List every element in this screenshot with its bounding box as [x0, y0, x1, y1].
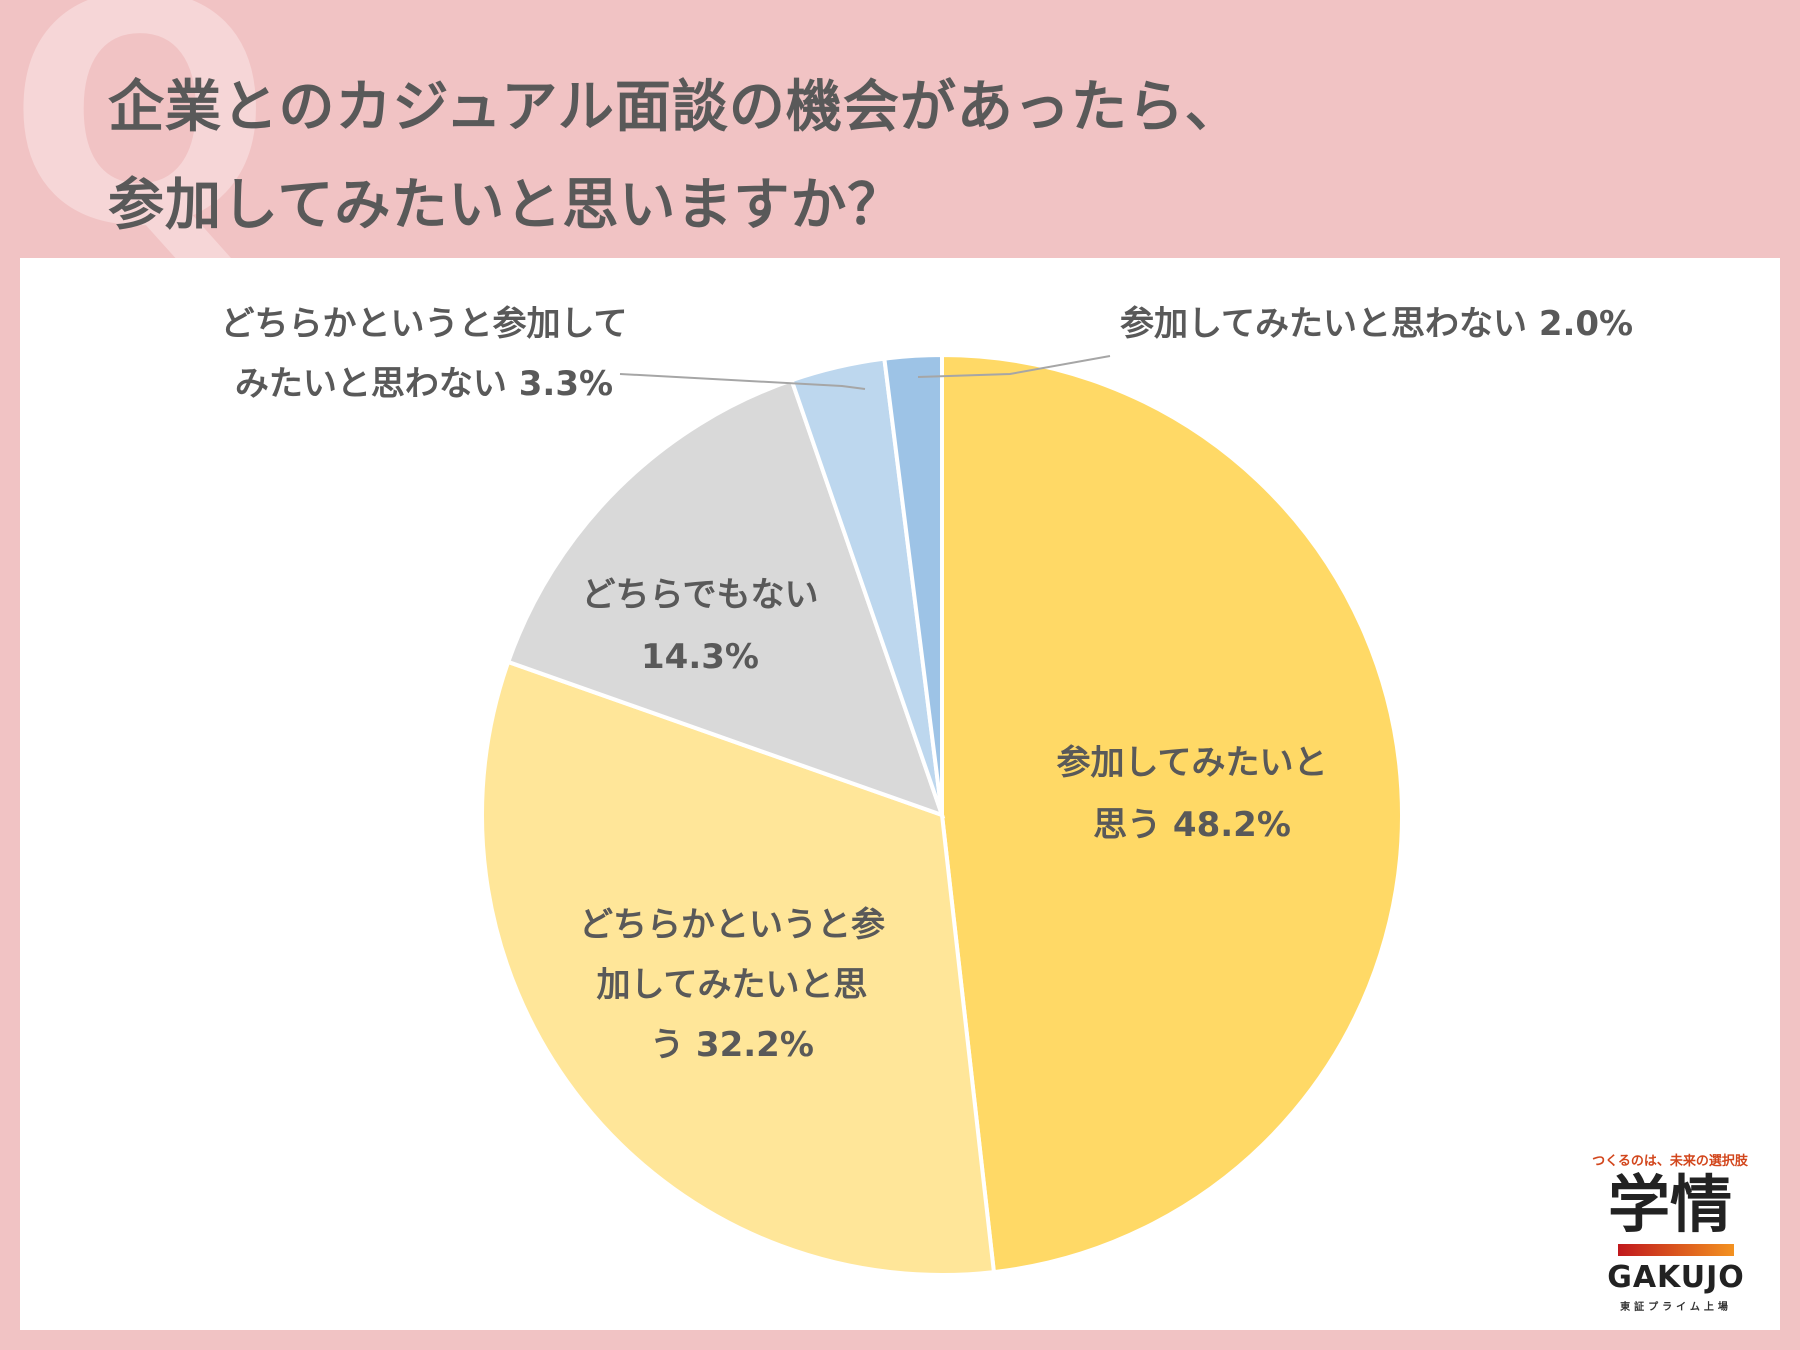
pie-slice-1: [940, 352, 1404, 1275]
page-title-line-1: 企業とのカジュアル面談の機会があったら、: [108, 75, 1242, 140]
leader-line-4: [619, 373, 866, 390]
slice-label-2-line-3: う 32.2%: [650, 1025, 814, 1065]
slice-label-4-line-2: みたいと思わない 3.3%: [235, 364, 613, 404]
pie-slice-5: [882, 352, 944, 816]
q-decoration: Q: [8, 0, 272, 295]
slice-label-2-line-2: 加してみたいと思: [597, 965, 868, 1005]
slice-label-1-line-1: 参加してみたいと: [1057, 743, 1328, 783]
logo-tagline: つくるのは、未来の選択肢: [1592, 1154, 1748, 1169]
leader-line-5: [917, 355, 1111, 378]
pie-slice-2: [480, 659, 997, 1277]
logo-subtitle: 東証プライム上場: [1620, 1302, 1732, 1313]
chart-panel: 参加してみたいと 思う 48.2% どちらかというと参 加してみたいと思う 32.2%…: [20, 258, 1780, 1330]
logo-kanji: 学情: [1607, 1168, 1732, 1241]
gakujo-logo: つくるのは、未来の選択肢 学情 GAKUJO 東証プライム上場: [1580, 1150, 1790, 1320]
slice-label-5-line-1: 参加してみたいと思わない 2.0%: [1120, 304, 1633, 344]
logo-wordmark: GAKUJO: [1607, 1260, 1745, 1295]
logo-color-bar: [1618, 1244, 1734, 1256]
page-title-line-2: 参加してみたいと思いますか？: [108, 173, 905, 238]
slice-label-2-line-1: どちらかというと参: [579, 905, 885, 945]
slice-label-3-line-1: どちらでもない: [582, 575, 819, 615]
slice-label-1-line-2: 思う 48.2%: [1093, 805, 1291, 845]
pie-slice-3: [505, 377, 946, 819]
header: Q 企業とのカジュアル面談の機会があったら、 参加してみたいと思いますか？: [0, 0, 1800, 270]
slice-label-4-line-1: どちらかというと参加して: [221, 304, 628, 344]
slice-label-3-line-2: 14.3%: [641, 637, 759, 677]
